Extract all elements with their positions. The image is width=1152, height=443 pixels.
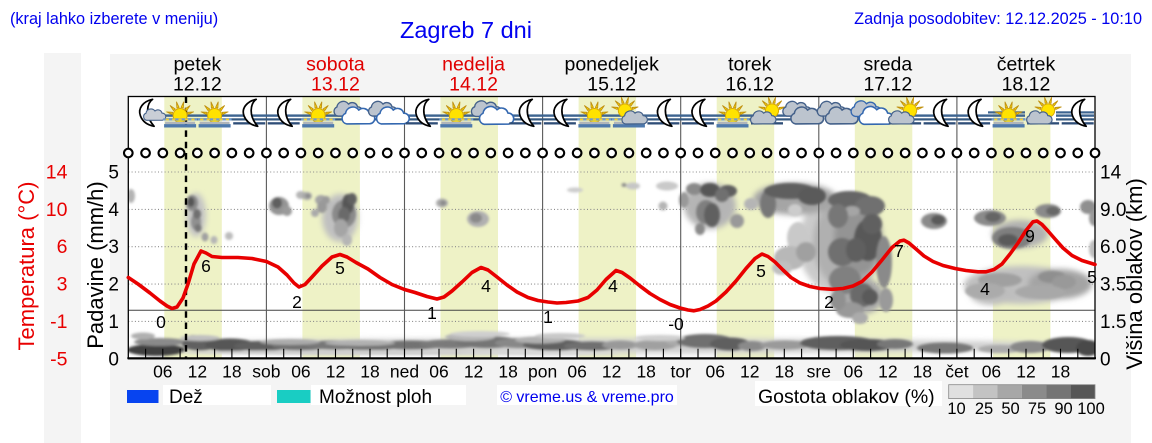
svg-text:Možnost ploh: Možnost ploh	[319, 387, 432, 408]
svg-text:Višina oblakov (km): Višina oblakov (km)	[1122, 178, 1147, 370]
svg-text:12: 12	[878, 362, 897, 382]
svg-text:3: 3	[57, 274, 68, 296]
svg-text:-0: -0	[668, 314, 684, 334]
svg-text:čet: čet	[945, 362, 968, 382]
svg-text:ned: ned	[390, 362, 419, 382]
svg-text:4: 4	[980, 279, 990, 299]
svg-text:torek: torek	[728, 54, 772, 76]
svg-text:12.12: 12.12	[173, 74, 222, 96]
svg-text:(kraj lahko izberete v meniju): (kraj lahko izberete v meniju)	[10, 10, 218, 28]
svg-text:18: 18	[775, 362, 794, 382]
svg-text:Gostota oblakov (%): Gostota oblakov (%)	[758, 386, 935, 408]
svg-text:6: 6	[201, 256, 211, 276]
svg-text:5: 5	[108, 163, 119, 184]
svg-text:sreda: sreda	[863, 54, 912, 76]
svg-text:5: 5	[335, 258, 345, 278]
svg-text:10: 10	[947, 400, 965, 418]
svg-text:3.5: 3.5	[1100, 275, 1126, 296]
svg-text:Dež: Dež	[169, 387, 203, 408]
svg-text:Zadnja posodobitev: 12.12.2025: Zadnja posodobitev: 12.12.2025 - 10:10	[854, 10, 1142, 28]
svg-text:13.12: 13.12	[311, 74, 360, 96]
svg-text:18: 18	[222, 362, 241, 382]
svg-text:15.12: 15.12	[587, 74, 636, 96]
svg-text:14: 14	[46, 162, 68, 184]
svg-text:© vreme.us & vreme.pro: © vreme.us & vreme.pro	[500, 389, 674, 406]
svg-text:pon: pon	[528, 362, 557, 382]
svg-text:1: 1	[427, 303, 437, 323]
svg-text:17.12: 17.12	[863, 74, 912, 96]
svg-text:7: 7	[894, 241, 904, 261]
svg-text:12: 12	[1016, 362, 1035, 382]
svg-text:18: 18	[498, 362, 517, 382]
svg-text:nedelja: nedelja	[442, 54, 505, 76]
svg-text:12: 12	[740, 362, 759, 382]
svg-text:0: 0	[156, 312, 166, 332]
svg-text:10: 10	[46, 199, 68, 221]
svg-text:5: 5	[756, 261, 766, 281]
svg-text:2: 2	[824, 292, 834, 312]
svg-text:90: 90	[1054, 400, 1072, 418]
svg-text:Temperatura (°C): Temperatura (°C)	[14, 182, 39, 351]
svg-text:4: 4	[481, 276, 491, 296]
svg-text:3: 3	[108, 237, 119, 258]
svg-text:16.12: 16.12	[725, 74, 774, 96]
svg-text:06: 06	[844, 362, 863, 382]
svg-text:4: 4	[108, 200, 119, 221]
svg-text:petek: petek	[174, 54, 222, 76]
svg-text:14: 14	[1100, 163, 1122, 184]
svg-text:2: 2	[292, 292, 302, 312]
svg-text:5: 5	[1087, 267, 1097, 287]
svg-text:2: 2	[108, 275, 119, 296]
svg-text:18: 18	[913, 362, 932, 382]
svg-text:25: 25	[975, 400, 993, 418]
svg-text:06: 06	[706, 362, 725, 382]
svg-text:06: 06	[429, 362, 448, 382]
svg-text:06: 06	[291, 362, 310, 382]
svg-text:6: 6	[57, 236, 68, 258]
svg-text:sre: sre	[807, 362, 831, 382]
svg-text:Padavine (mm/h): Padavine (mm/h)	[83, 181, 108, 349]
svg-text:4: 4	[608, 276, 618, 296]
svg-text:0: 0	[108, 349, 119, 370]
svg-text:sobota: sobota	[306, 54, 365, 76]
svg-text:-1: -1	[50, 311, 67, 333]
svg-text:12: 12	[188, 362, 207, 382]
svg-text:1.5: 1.5	[1100, 312, 1126, 333]
svg-text:06: 06	[153, 362, 172, 382]
svg-text:ponedeljek: ponedeljek	[564, 54, 659, 76]
svg-text:-5: -5	[50, 348, 67, 370]
svg-text:18: 18	[360, 362, 379, 382]
svg-text:tor: tor	[670, 362, 691, 382]
svg-text:6.0: 6.0	[1100, 237, 1126, 258]
svg-text:06: 06	[567, 362, 586, 382]
svg-text:9: 9	[1025, 226, 1035, 246]
svg-text:14.12: 14.12	[449, 74, 498, 96]
svg-text:četrtek: četrtek	[997, 54, 1056, 76]
svg-text:18: 18	[636, 362, 655, 382]
svg-text:12: 12	[326, 362, 345, 382]
svg-text:18: 18	[1051, 362, 1070, 382]
svg-text:12: 12	[464, 362, 483, 382]
svg-text:sob: sob	[252, 362, 280, 382]
svg-text:75: 75	[1028, 400, 1046, 418]
svg-text:06: 06	[982, 362, 1001, 382]
svg-text:1: 1	[543, 307, 553, 327]
svg-text:9.0: 9.0	[1100, 200, 1126, 221]
svg-text:18.12: 18.12	[1002, 74, 1051, 96]
svg-text:Zagreb 7 dni: Zagreb 7 dni	[400, 17, 532, 43]
svg-text:1: 1	[108, 312, 119, 333]
svg-text:0: 0	[1100, 349, 1111, 370]
svg-text:12: 12	[602, 362, 621, 382]
svg-text:50: 50	[1001, 400, 1019, 418]
svg-text:100: 100	[1077, 400, 1105, 418]
